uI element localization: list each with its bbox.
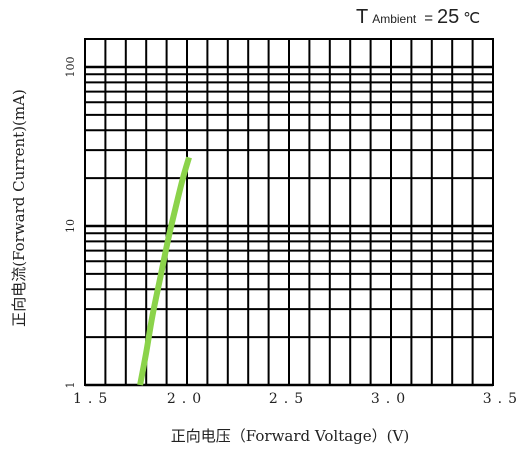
y-tick-label: 1 [64, 382, 77, 389]
ambient-unit: ℃ [463, 10, 480, 27]
x-tick-label: 3.0 [371, 391, 411, 407]
x-axis-tick-labels: 1.5 2.0 2.5 3.0 3.5 [73, 391, 523, 407]
x-axis-label: 正向电压（Forward Voltage）(V) [171, 427, 409, 445]
series-layer [137, 156, 192, 386]
y-axis-label: 正向电流(Forward Current)(mA) [10, 89, 28, 327]
y-tick-label: 100 [64, 56, 77, 77]
ambient-subscript: Ambient [372, 12, 417, 26]
ambient-value: 25 [437, 6, 459, 28]
series-line [137, 156, 192, 386]
y-tick-label: 10 [64, 219, 77, 233]
ambient-symbol: T [356, 6, 368, 28]
plot-border [84, 38, 494, 386]
x-tick-label: 2.0 [167, 391, 207, 407]
ambient-equals: = [424, 10, 433, 27]
chart-grid [84, 39, 494, 387]
ambient-temperature-annotation: T Ambient = 25 ℃ [356, 6, 480, 28]
x-tick-label: 3.5 [483, 391, 523, 407]
x-tick-label: 2.5 [269, 391, 309, 407]
plot-frame [84, 38, 494, 386]
x-tick-label: 1.5 [73, 391, 113, 407]
y-axis-tick-labels: 1 10 100 [64, 56, 77, 388]
